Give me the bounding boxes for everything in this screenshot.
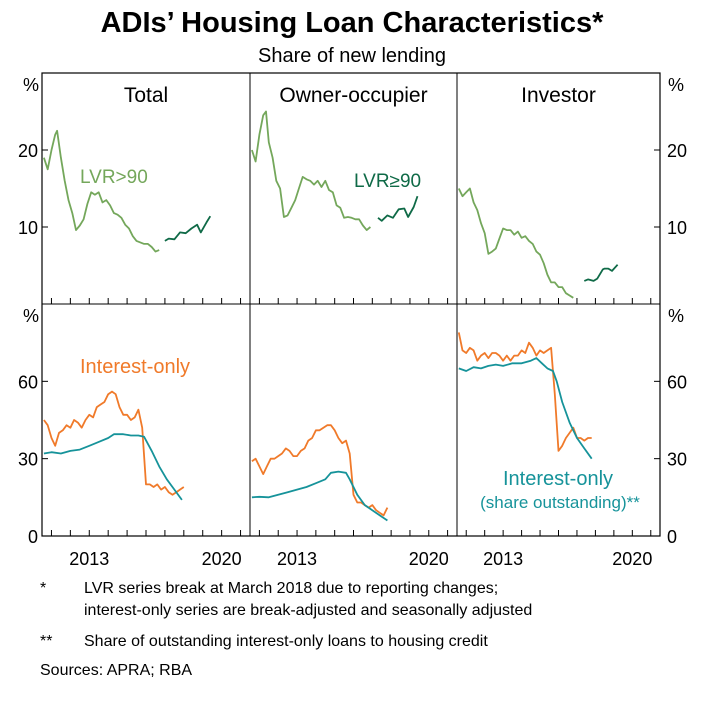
annotation-lvr-total: LVR>90 (80, 167, 148, 188)
annotation-share-outstanding: Interest-only (503, 468, 613, 490)
annotation-lvr-owner: LVR≥90 (354, 171, 421, 192)
y-tick-label: 30 (667, 450, 687, 470)
footnote-2-line-1: Share of outstanding interest-only loans… (84, 633, 488, 650)
chart-subtitle: Share of new lending (258, 45, 446, 67)
footnote-1: * LVR series break at March 2018 due to … (0, 578, 704, 622)
y-unit-left: % (23, 306, 39, 326)
y-tick-label: 0 (667, 527, 677, 547)
y-tick-label: 20 (667, 141, 687, 161)
footnote-1-line-2: interest-only series are break-adjusted … (84, 602, 533, 619)
footnote-2: ** Share of outstanding interest-only lo… (0, 631, 704, 653)
series-line (457, 332, 592, 452)
x-tick-label: 2013 (277, 549, 317, 569)
series-line (251, 470, 388, 522)
y-tick-label: 30 (18, 450, 38, 470)
x-tick-label: 2013 (483, 549, 523, 569)
series-line (43, 433, 183, 501)
panel-title: Owner-occupier (279, 84, 427, 107)
y-tick-label: 60 (18, 372, 38, 392)
y-tick-label: 10 (18, 218, 38, 238)
x-tick-label: 2013 (69, 549, 109, 569)
panel-title: Total (124, 84, 168, 107)
series-line (457, 187, 574, 299)
footnote-1-mark: * (40, 580, 47, 597)
y-unit-right: % (668, 75, 684, 95)
x-tick-label: 2020 (202, 549, 242, 569)
footnote-2-mark: ** (40, 633, 53, 650)
x-tick-label: 2020 (612, 549, 652, 569)
sources: Sources: APRA; RBA (40, 662, 193, 679)
series-line (43, 129, 160, 253)
y-tick-label: 10 (667, 218, 687, 238)
series-line (583, 264, 619, 282)
y-tick-label: 60 (667, 372, 687, 392)
series-line (251, 424, 389, 517)
series-line (458, 357, 593, 460)
y-tick-label: 20 (18, 141, 38, 161)
y-unit-right: % (668, 306, 684, 326)
y-unit-left: % (23, 75, 39, 95)
series-line (164, 215, 212, 242)
y-tick-label: 0 (28, 527, 38, 547)
chart-title: ADIs’ Housing Loan Characteristics* (100, 7, 604, 39)
annotation-share-outstanding-sub: (share outstanding)** (480, 493, 640, 512)
series-line (43, 390, 185, 496)
series-line (377, 195, 419, 222)
panel-title: Investor (521, 84, 596, 107)
series-line (251, 110, 371, 231)
footnote-1-line-1: LVR series break at March 2018 due to re… (84, 580, 499, 597)
x-tick-label: 2020 (409, 549, 449, 569)
annotation-interest-only: Interest-only (80, 356, 190, 378)
